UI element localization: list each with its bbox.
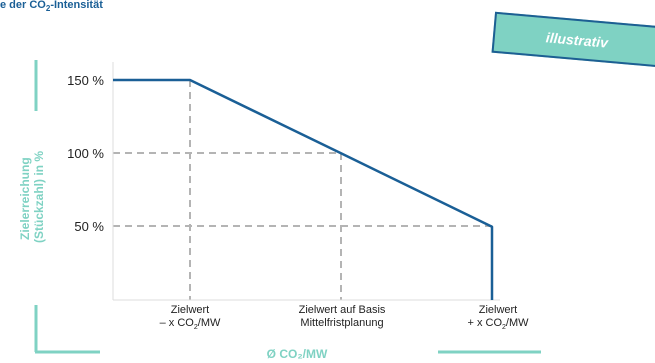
x-category-mid: Zielwert auf Basis Mittelfristplanung [298, 304, 386, 329]
y-tick-100: 100 % [67, 146, 104, 161]
chart-title: e der CO2-Intensität [0, 0, 103, 14]
reference-lines [113, 79, 493, 300]
x-axis-label: Ø CO₂/MW [267, 347, 328, 361]
x-category-high: Zielwert + x CO2/MW [467, 304, 529, 332]
series-line [113, 78, 494, 300]
y-axis-label: Zielerreichung (Stückzahl) in % [18, 151, 46, 243]
y-tick-150: 150 % [67, 73, 104, 88]
y-tick-50: 50 % [74, 219, 104, 234]
x-category-low: Zielwert – x CO2/MW [159, 304, 221, 332]
